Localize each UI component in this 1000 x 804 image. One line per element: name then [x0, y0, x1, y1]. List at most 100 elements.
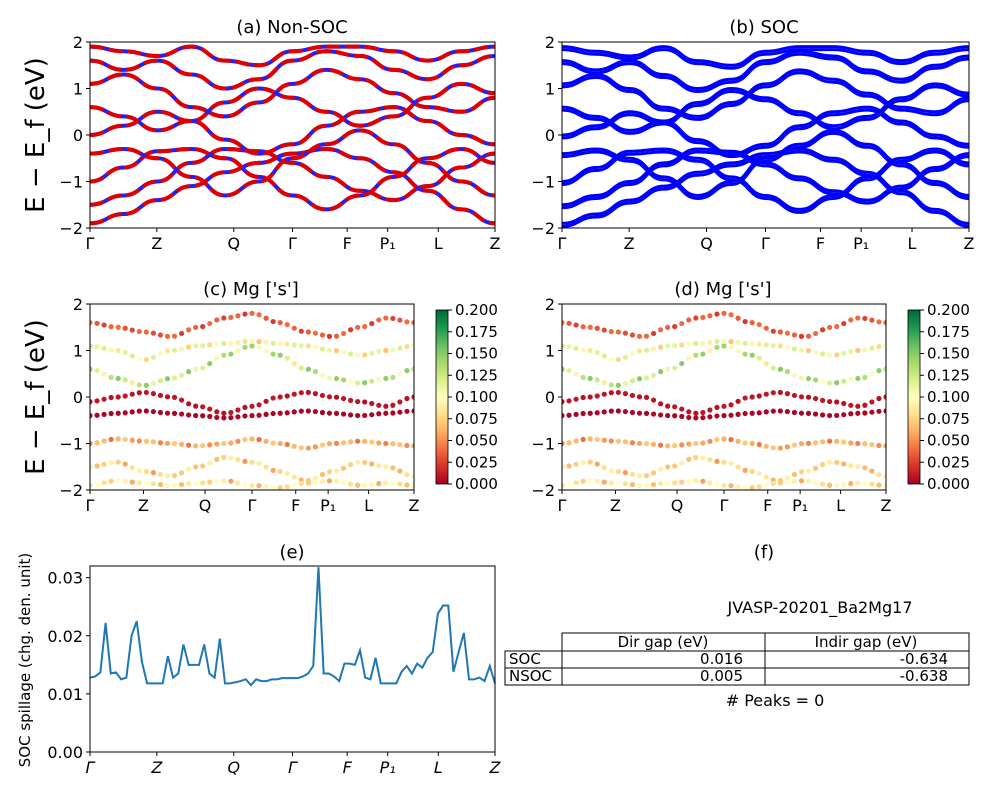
d-point	[566, 440, 572, 446]
d-xtick-label: Q	[671, 496, 684, 515]
c-point	[256, 312, 262, 318]
c-point	[362, 323, 368, 330]
d-point	[848, 440, 854, 446]
c-point	[115, 394, 121, 400]
c-point	[362, 459, 368, 466]
a-band-up	[90, 146, 495, 207]
d-point	[742, 351, 748, 357]
c-point	[291, 482, 297, 488]
c-point	[150, 330, 156, 336]
d-point	[601, 437, 607, 443]
d-point	[791, 392, 798, 399]
c-point	[214, 409, 220, 415]
d-point	[770, 390, 776, 396]
c-point	[228, 340, 234, 346]
c-point	[284, 484, 290, 490]
d-point	[784, 344, 790, 350]
d-point	[693, 315, 699, 321]
d-cbar-tick-label: 0.175	[927, 323, 970, 341]
d-point	[827, 352, 833, 358]
d-point	[770, 480, 776, 486]
b-xtick-label: Z	[624, 234, 635, 253]
d-point	[658, 481, 664, 487]
d-point	[728, 483, 734, 489]
d-point	[643, 440, 650, 447]
c-point	[355, 352, 361, 358]
d-ytick-label: 1	[545, 342, 555, 361]
b-band	[562, 147, 969, 225]
d-point	[566, 412, 572, 418]
d-cbar-tick-label: 0.000	[927, 475, 970, 493]
c-point	[376, 440, 382, 446]
c-point	[305, 343, 311, 349]
panel-d: −2 −1 0 1 2 Γ Z Q Γ F P₁ L Z 0.200 0.175 0.150 0.125 0.10…	[531, 295, 970, 515]
d-point	[636, 482, 643, 488]
c-point	[305, 389, 311, 396]
c-point	[178, 411, 185, 417]
c-point	[305, 329, 311, 335]
c-point	[340, 479, 347, 485]
a-xtick-label: Γ	[288, 234, 297, 253]
c-point	[90, 413, 93, 419]
c-point	[256, 402, 262, 408]
b-band-split	[562, 48, 969, 70]
a-band-up	[90, 146, 495, 226]
c-point	[404, 471, 410, 478]
c-point	[319, 346, 326, 352]
d-cbar-tick-label: 0.050	[927, 432, 970, 450]
c-point	[90, 440, 93, 447]
d-point	[848, 317, 854, 323]
d-point	[629, 392, 636, 399]
d-point	[562, 366, 565, 372]
c-point	[221, 315, 227, 321]
d-point	[608, 390, 614, 396]
d-point	[742, 395, 748, 401]
d-point	[672, 365, 678, 371]
c-point	[122, 393, 128, 399]
c-point	[94, 412, 100, 418]
panel-b: −2 −1 0 1 2 Γ Z Q Γ F P₁ L Z	[531, 33, 974, 253]
c-point	[348, 412, 354, 418]
d-point	[784, 330, 790, 336]
c-point	[214, 478, 220, 484]
d-point	[869, 441, 875, 448]
d-point	[862, 402, 868, 408]
c-point	[355, 438, 361, 444]
d-point	[841, 439, 847, 445]
d-point	[686, 355, 692, 361]
c-point	[298, 365, 304, 371]
d-point	[562, 399, 565, 405]
d-point	[601, 465, 607, 471]
c-point	[122, 349, 128, 356]
table-row-nsoc-indir: -0.638	[900, 667, 948, 685]
c-point	[397, 409, 403, 415]
c-point	[249, 338, 255, 344]
c-point	[270, 484, 276, 490]
c-point	[200, 480, 206, 486]
d-point	[798, 410, 805, 416]
c-point	[122, 325, 128, 331]
d-point	[693, 410, 699, 416]
c-point	[108, 410, 114, 417]
d-point	[763, 325, 769, 331]
c-point	[214, 414, 220, 421]
d-point	[573, 461, 579, 467]
d-point	[573, 345, 579, 351]
d-point	[721, 403, 727, 409]
d-point	[869, 399, 875, 405]
d-point	[841, 412, 847, 418]
a-xtick-label: Q	[227, 234, 240, 253]
d-point	[777, 366, 783, 372]
d-point	[834, 438, 840, 444]
d-point	[798, 441, 805, 447]
d-point	[686, 478, 692, 484]
c-point	[157, 392, 164, 399]
c-point	[397, 371, 403, 377]
d-point	[594, 436, 600, 442]
d-point	[587, 410, 593, 416]
d-point	[622, 470, 628, 476]
d-point	[658, 442, 664, 448]
e-xtick-label: Q	[227, 758, 240, 777]
c-point	[136, 438, 142, 444]
d-point	[622, 481, 628, 487]
